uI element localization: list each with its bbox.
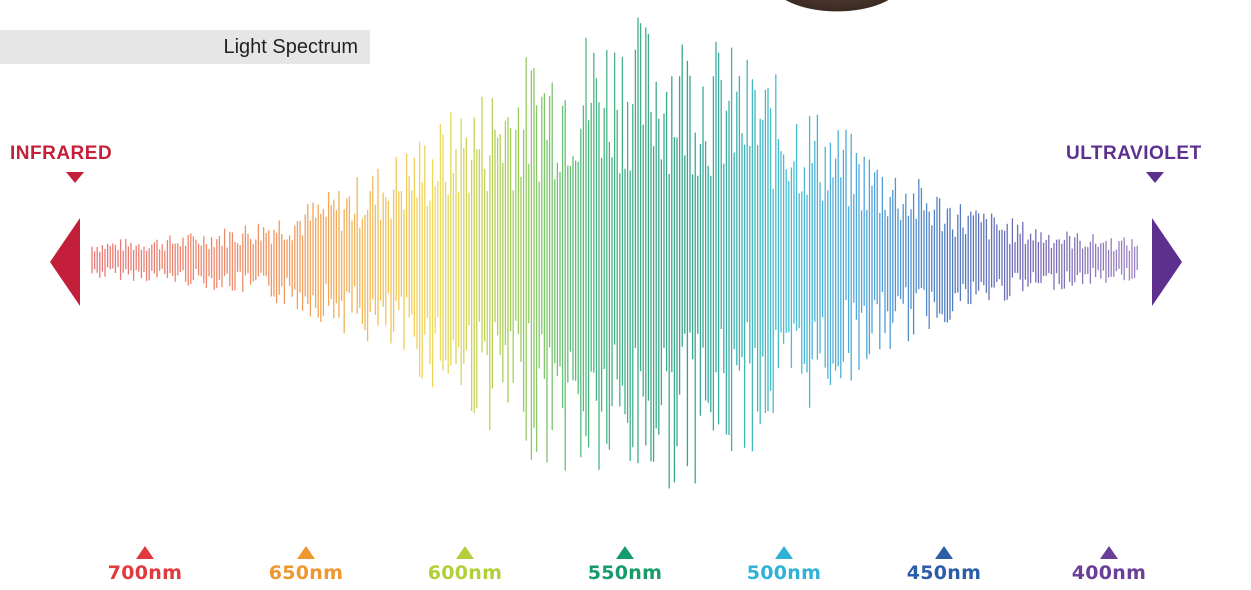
up-triangle-icon: [456, 546, 474, 559]
marker-label: 400nm: [1071, 562, 1147, 584]
marker-500nm: 500nm: [729, 546, 839, 584]
caption-text: Light Spectrum: [223, 35, 358, 58]
marker-label: 650nm: [268, 562, 344, 584]
marker-label: 600nm: [427, 562, 503, 584]
corner-object-photo: [752, 0, 922, 20]
marker-700nm: 700nm: [90, 546, 200, 584]
marker-550nm: 550nm: [570, 546, 680, 584]
up-triangle-icon: [1100, 546, 1118, 559]
marker-label: 450nm: [906, 562, 982, 584]
marker-label: 500nm: [746, 562, 822, 584]
spectrum-lines: [91, 17, 1138, 489]
up-triangle-icon: [616, 546, 634, 559]
up-triangle-icon: [935, 546, 953, 559]
up-triangle-icon: [297, 546, 315, 559]
left-arrow-icon: [50, 218, 80, 306]
ultraviolet-down-arrow-icon: [1146, 172, 1164, 183]
caption-bar: Light Spectrum: [0, 30, 370, 64]
up-triangle-icon: [775, 546, 793, 559]
infrared-down-arrow-icon: [66, 172, 84, 183]
marker-label: 700nm: [107, 562, 183, 584]
ultraviolet-label: ULTRAVIOLET: [1066, 143, 1202, 164]
marker-400nm: 400nm: [1054, 546, 1164, 584]
right-arrow-icon: [1152, 218, 1182, 306]
marker-600nm: 600nm: [410, 546, 520, 584]
marker-450nm: 450nm: [889, 546, 999, 584]
up-triangle-icon: [136, 546, 154, 559]
marker-650nm: 650nm: [251, 546, 361, 584]
marker-label: 550nm: [587, 562, 663, 584]
infrared-label: INFRARED: [10, 143, 113, 164]
